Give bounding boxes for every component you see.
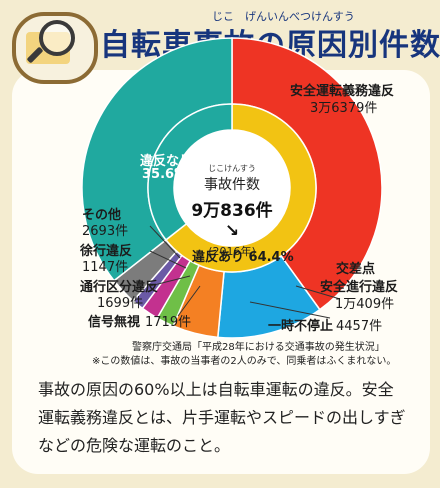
title-ruby: じこ げんいんべつけんすう [212, 10, 355, 23]
leader-line-0 [149, 225, 181, 259]
chart-magnifier-icon [12, 12, 98, 84]
label-ihan-nashi: 違反なし [140, 154, 193, 169]
label-jokou-value: 1147件 [82, 260, 129, 275]
leader-line-3 [177, 285, 201, 317]
label-kosaten-value: 1万409件 [335, 297, 395, 312]
label-kosaten-1: 交差点 [336, 262, 376, 277]
center-year: (2016年) [208, 245, 256, 258]
leader-line-2 [149, 275, 191, 287]
label-ihan-nashi-pct: 35.6% [142, 167, 188, 182]
label-sonota: その他 [82, 208, 122, 223]
leader-line-1 [149, 250, 187, 269]
label-ihan-ari: 違反あり 64.4% [192, 250, 294, 265]
leader-line-5 [249, 301, 331, 319]
center-title: 事故件数 [204, 177, 260, 193]
leader-line-4 [295, 285, 341, 300]
center-ruby: じこけんすう [208, 164, 256, 173]
label-kosaten-2: 安全進行違反 [320, 280, 399, 295]
label-ichiji-value: 4457件 [336, 319, 383, 334]
label-shingo-value: 1719件 [145, 315, 192, 330]
label-tsuko: 通行区分違反 [80, 280, 159, 295]
source-text: 警察庁交通局「平成28年における交通事故の発生状況」 [132, 342, 385, 353]
donut-hole [174, 130, 290, 246]
center-value: 9万836件↘ [191, 201, 273, 241]
label-anzen-value: 3万6379件 [310, 101, 378, 116]
label-anzen-name: 安全運転義務違反 [290, 84, 395, 99]
label-tsuko-value: 1699件 [97, 296, 144, 311]
note-text: ※この数値は、事故の当事者の2人のみで、同乗者はふくまれない。 [92, 356, 397, 367]
label-ichiji: 一時不停止 [268, 319, 334, 334]
label-jokou: 徐行違反 [80, 244, 133, 259]
center-block: じこけんすう 事故件数 9万836件↘ (2016年) [186, 163, 278, 259]
label-shingo: 信号無視 [88, 315, 141, 330]
label-sonota-value: 2693件 [82, 224, 129, 239]
body-text: 事故の原因の60%以上は自転車運転の違反。安全運転義務違反とは、片手運転やスピー… [38, 380, 406, 455]
